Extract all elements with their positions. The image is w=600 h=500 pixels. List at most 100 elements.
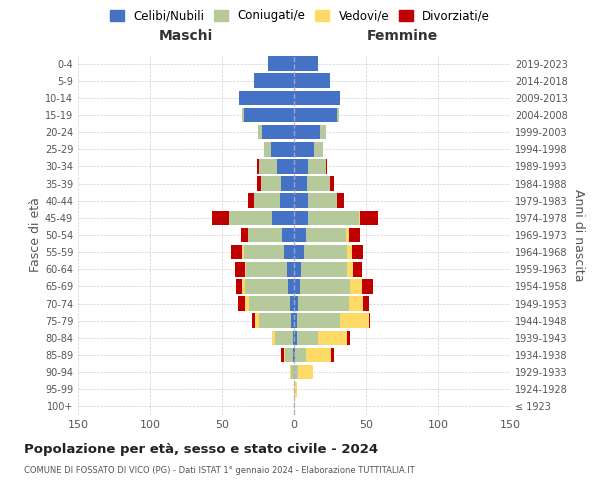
Bar — [244, 108, 294, 122]
Bar — [275, 330, 293, 345]
Bar — [272, 330, 275, 345]
Bar — [294, 314, 297, 328]
Bar — [247, 262, 287, 276]
Bar — [294, 210, 308, 225]
Bar — [353, 262, 362, 276]
Bar — [283, 228, 294, 242]
Text: COMUNE DI FOSSATO DI VICO (PG) - Dati ISTAT 1° gennaio 2024 - Elaborazione TUTTI: COMUNE DI FOSSATO DI VICO (PG) - Dati IS… — [24, 466, 415, 475]
Bar — [262, 125, 294, 140]
Bar — [347, 330, 350, 345]
Bar — [254, 194, 280, 208]
Bar — [294, 365, 298, 380]
Bar — [294, 176, 307, 191]
Bar — [350, 279, 362, 293]
Bar — [294, 296, 298, 311]
Bar — [241, 228, 248, 242]
Bar — [301, 262, 347, 276]
Bar — [230, 245, 242, 260]
Bar — [281, 348, 284, 362]
Bar — [349, 228, 360, 242]
Text: Maschi: Maschi — [159, 29, 213, 43]
Bar — [337, 194, 344, 208]
Bar — [259, 159, 277, 174]
Bar — [252, 314, 255, 328]
Y-axis label: Anni di nascita: Anni di nascita — [572, 188, 585, 281]
Bar — [320, 125, 326, 140]
Bar — [212, 210, 229, 225]
Bar — [294, 74, 330, 88]
Bar — [347, 262, 353, 276]
Bar — [245, 279, 288, 293]
Bar — [290, 296, 294, 311]
Bar — [305, 348, 331, 362]
Bar — [305, 228, 346, 242]
Legend: Celibi/Nubili, Coniugati/e, Vedovi/e, Divorziati/e: Celibi/Nubili, Coniugati/e, Vedovi/e, Di… — [106, 6, 494, 26]
Bar — [277, 159, 294, 174]
Bar — [235, 262, 245, 276]
Bar — [308, 194, 337, 208]
Bar — [337, 108, 338, 122]
Bar — [236, 279, 242, 293]
Bar — [261, 176, 281, 191]
Bar — [264, 142, 271, 156]
Bar — [242, 279, 245, 293]
Bar — [245, 296, 250, 311]
Bar — [291, 365, 294, 380]
Bar — [250, 296, 290, 311]
Bar — [297, 314, 340, 328]
Bar — [308, 210, 359, 225]
Bar — [259, 314, 291, 328]
Bar — [363, 296, 369, 311]
Bar — [294, 194, 308, 208]
Bar — [314, 142, 323, 156]
Text: Femmine: Femmine — [367, 29, 437, 43]
Bar — [294, 245, 304, 260]
Bar — [294, 330, 297, 345]
Bar — [242, 245, 244, 260]
Bar — [290, 365, 291, 380]
Bar — [347, 245, 352, 260]
Bar — [229, 210, 272, 225]
Bar — [352, 245, 363, 260]
Bar — [319, 330, 347, 345]
Bar — [307, 176, 330, 191]
Bar — [294, 382, 297, 396]
Bar — [294, 279, 300, 293]
Bar — [331, 348, 334, 362]
Bar — [288, 279, 294, 293]
Bar — [287, 262, 294, 276]
Bar — [369, 314, 370, 328]
Bar — [294, 228, 305, 242]
Bar — [360, 210, 377, 225]
Bar — [330, 176, 334, 191]
Bar — [244, 245, 284, 260]
Bar — [271, 142, 294, 156]
Bar — [340, 314, 369, 328]
Bar — [294, 108, 337, 122]
Bar — [294, 399, 295, 413]
Bar — [254, 74, 294, 88]
Bar — [294, 125, 320, 140]
Bar — [255, 314, 259, 328]
Text: Popolazione per età, sesso e stato civile - 2024: Popolazione per età, sesso e stato civil… — [24, 442, 378, 456]
Bar — [308, 159, 326, 174]
Bar — [293, 348, 294, 362]
Bar — [248, 228, 283, 242]
Bar — [304, 245, 347, 260]
Bar — [294, 348, 295, 362]
Bar — [257, 176, 261, 191]
Bar — [257, 159, 259, 174]
Bar — [300, 279, 350, 293]
Bar — [272, 210, 294, 225]
Bar — [294, 262, 301, 276]
Bar — [298, 365, 313, 380]
Bar — [346, 228, 349, 242]
Bar — [280, 194, 294, 208]
Bar — [268, 56, 294, 71]
Bar — [293, 330, 294, 345]
Bar — [242, 108, 244, 122]
Bar — [238, 296, 245, 311]
Bar — [294, 142, 314, 156]
Bar — [281, 176, 294, 191]
Y-axis label: Fasce di età: Fasce di età — [29, 198, 42, 272]
